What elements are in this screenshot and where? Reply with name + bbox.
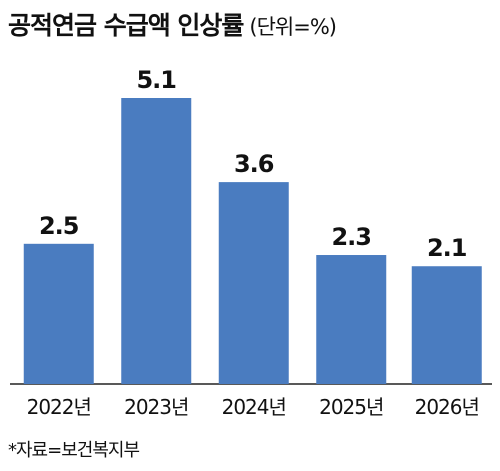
chart-header: 공적연금 수급액 인상률 (단위=%) [8,6,337,42]
category-label-3: 2025년 [319,395,383,419]
bar-4 [411,266,482,384]
chart-unit: (단위=%) [249,15,337,39]
chart-title: 공적연금 수급액 인상률 [8,11,244,40]
bar-0 [23,243,94,384]
category-label-1: 2023년 [124,395,188,419]
bar-1 [121,98,192,384]
value-label-4: 2.1 [427,234,467,262]
category-label-0: 2022년 [27,395,91,419]
value-label-0: 2.5 [39,212,79,240]
value-label-1: 5.1 [136,66,176,94]
value-label-2: 3.6 [234,150,274,178]
value-label-3: 2.3 [331,223,371,251]
bar-2 [218,182,289,384]
category-label-2: 2024년 [222,395,286,419]
source-note: *자료=보건복지부 [8,440,140,461]
bar-3 [316,255,387,384]
category-label-4: 2026년 [415,395,479,419]
